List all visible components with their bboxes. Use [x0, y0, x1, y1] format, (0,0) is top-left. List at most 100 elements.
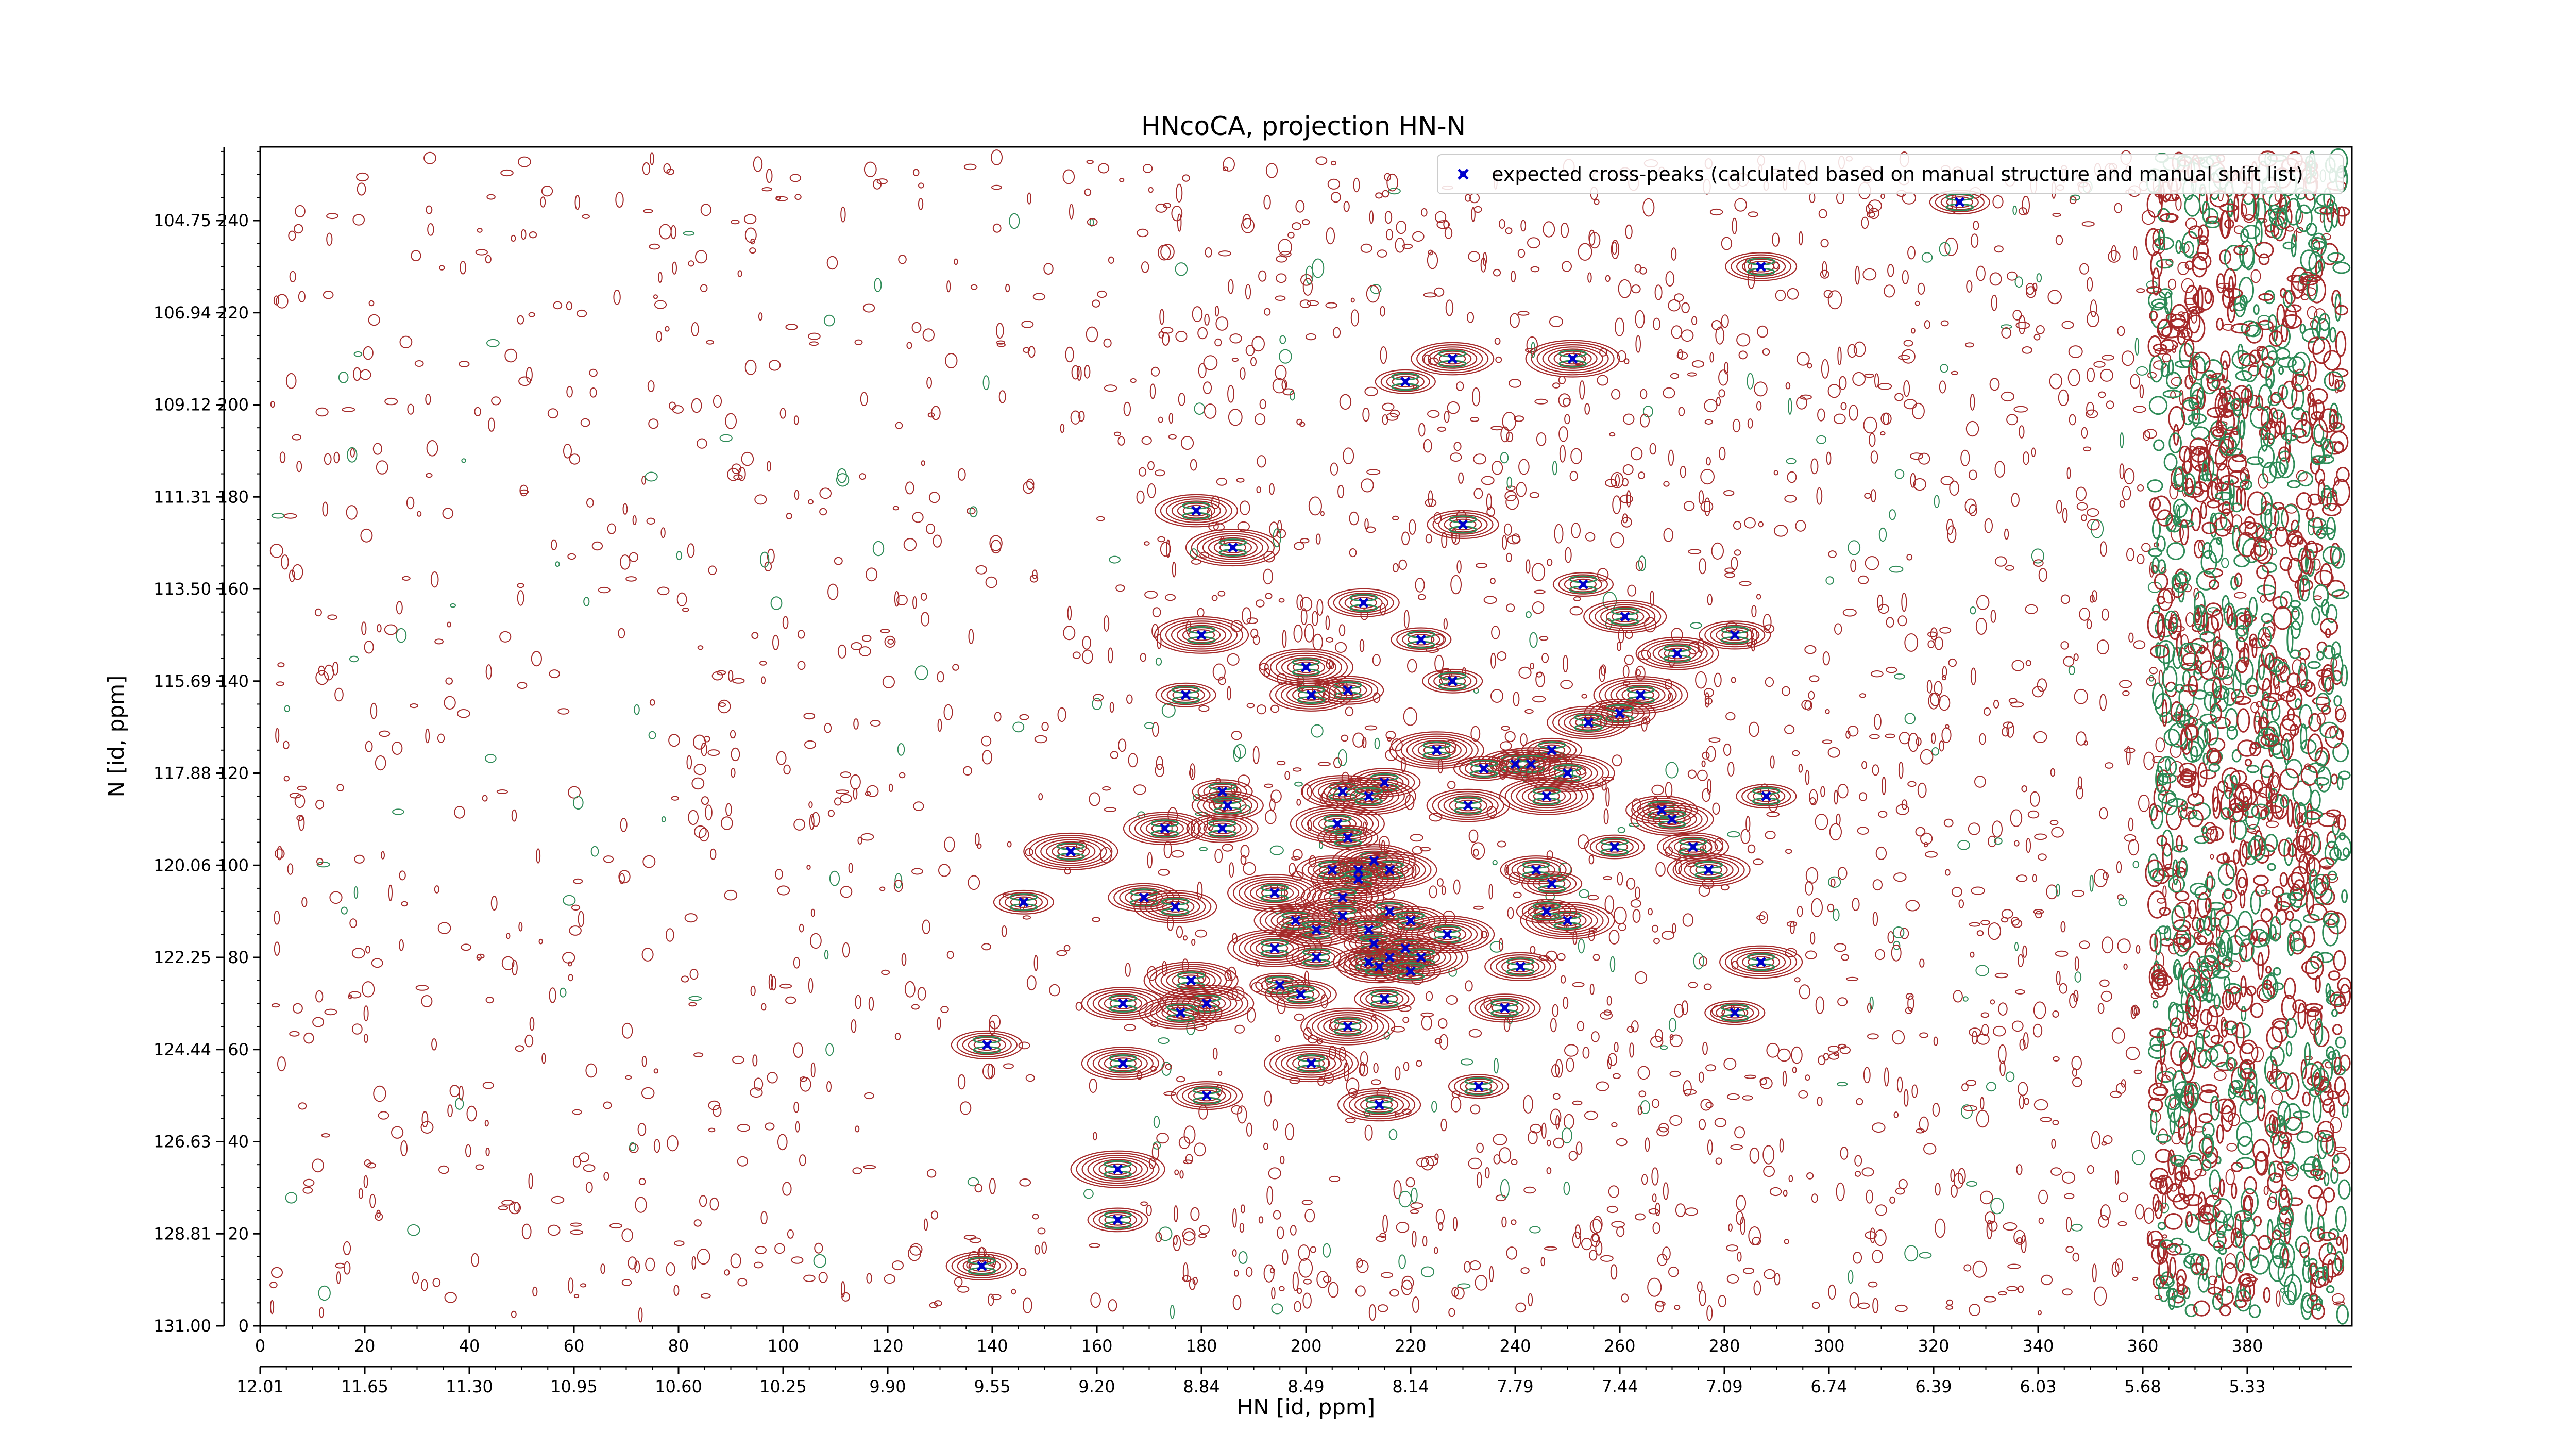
contour-line: [1668, 1266, 1679, 1277]
contour-line: [1561, 1127, 1572, 1144]
contour-line: [917, 987, 926, 1001]
contour-line: [1627, 584, 1637, 597]
contour-line: [1082, 649, 1093, 664]
contour-line: [1203, 355, 1218, 370]
contour-line: [933, 534, 942, 548]
contour-line: [1682, 913, 1694, 927]
contour-line: [465, 1144, 471, 1158]
contour-line: [1546, 1139, 1551, 1147]
contour-line: [1029, 575, 1039, 583]
contour-line: [1251, 336, 1265, 352]
contour-line: [275, 848, 285, 859]
contour-line: [1492, 860, 1498, 866]
contour-line: [519, 489, 529, 494]
contour-line: [1513, 692, 1520, 706]
contour-line: [1635, 971, 1648, 984]
contour-line: [866, 785, 879, 798]
contour-line: [1412, 1296, 1419, 1313]
contour-line: [1481, 930, 1487, 939]
contour-line: [1240, 845, 1250, 858]
contour-line: [1660, 1045, 1668, 1050]
contour-line: [2065, 1217, 2072, 1232]
contour-line: [1273, 1210, 1281, 1220]
contour-line: [569, 453, 581, 465]
contour-line: [312, 1158, 324, 1173]
contour-line: [868, 997, 874, 1011]
contour-line: [609, 1223, 622, 1229]
contour-line: [2022, 346, 2032, 354]
contour-line: [488, 417, 495, 432]
contour-line: [894, 591, 900, 607]
contour-line: [1863, 416, 1877, 434]
contour-line: [1868, 199, 1883, 212]
contour-line: [1970, 951, 1975, 958]
contour-line: [482, 795, 488, 802]
contour-line: [562, 952, 575, 964]
contour-line: [2018, 1285, 2024, 1293]
contour-line: [1734, 1126, 1745, 1139]
contour-line: [1622, 464, 1634, 475]
contour-line: [2139, 384, 2144, 399]
contour-line: [1392, 515, 1399, 521]
contour-line: [708, 1127, 716, 1133]
contour-line: [1721, 314, 1729, 328]
contour-line: [1744, 1074, 1756, 1079]
contour-line: [657, 586, 670, 596]
contour-line: [1783, 1189, 1788, 1197]
contour-line: [1856, 1098, 1863, 1106]
contour-line: [450, 603, 456, 608]
contour-line: [573, 796, 584, 810]
contour-line: [1493, 1133, 1507, 1145]
contour-line: [1197, 327, 1208, 340]
contour-line: [1160, 542, 1171, 557]
contour-line: [1889, 509, 1896, 520]
contour-line: [1032, 569, 1038, 579]
contour-line: [1263, 195, 1271, 210]
contour-line: [724, 889, 738, 901]
contour-line: [567, 553, 577, 560]
contour-line: [589, 387, 597, 398]
contour-line: [1486, 493, 1492, 510]
contour-line: [1765, 831, 1776, 839]
contour-line: [1805, 950, 1817, 959]
contour-line: [2220, 350, 2231, 370]
contour-line: [1250, 628, 1259, 638]
contour-line: [713, 395, 722, 408]
contour-line: [1820, 269, 1829, 279]
contour-line: [755, 1246, 767, 1254]
contour-line: [1506, 552, 1512, 562]
contour-line: [1483, 596, 1497, 604]
contour-line: [1820, 786, 1825, 798]
contour-line: [1057, 707, 1066, 722]
contour-line: [922, 328, 935, 342]
contour-line: [1032, 293, 1046, 301]
contour-line: [1528, 1131, 1538, 1144]
contour-line: [996, 343, 1006, 347]
contour-line: [1227, 686, 1231, 701]
contour-line: [1801, 700, 1812, 710]
contour-line: [1655, 862, 1666, 877]
contour-line: [1420, 1012, 1434, 1017]
contour-line: [322, 501, 329, 517]
contour-line: [819, 487, 832, 499]
contour-line: [1947, 525, 1957, 543]
contour-line: [2052, 1120, 2059, 1125]
contour-line: [1256, 486, 1261, 493]
contour-line: [1155, 469, 1165, 477]
contour-line: [1784, 1239, 1789, 1244]
contour-line: [1191, 939, 1196, 946]
contour-line: [1893, 1111, 1899, 1118]
contour-line: [1258, 1216, 1264, 1224]
contour-line: [1420, 1266, 1435, 1277]
contour-line: [589, 368, 598, 377]
contour-line: [1638, 555, 1646, 571]
contour-line: [1809, 675, 1820, 682]
contour-line: [1149, 383, 1156, 399]
contour-line: [1418, 423, 1426, 437]
contour-line: [2046, 884, 2058, 900]
contour-line: [615, 192, 624, 208]
contour-line: [1018, 1041, 1030, 1050]
contour-line: [1323, 1275, 1332, 1283]
contour-line: [629, 552, 639, 562]
contour-line: [2115, 1258, 2123, 1273]
